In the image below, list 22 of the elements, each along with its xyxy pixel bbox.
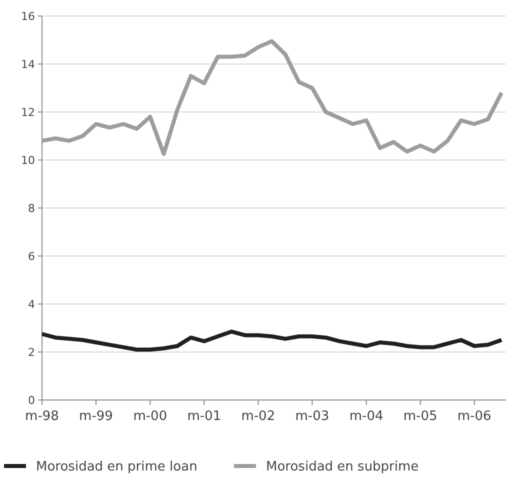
legend-label: Morosidad en prime loan — [36, 460, 198, 475]
y-tick-label: 16 — [21, 10, 35, 23]
y-tick-label: 2 — [28, 346, 35, 359]
y-tick-label: 8 — [28, 202, 35, 215]
x-tick-label: m-03 — [295, 409, 330, 424]
x-tick-label: m-06 — [457, 409, 492, 424]
y-tick-label: 6 — [28, 250, 35, 263]
x-tick-label: m-01 — [187, 409, 222, 424]
x-tick-label: m-00 — [133, 409, 168, 424]
x-tick-label: m-05 — [403, 409, 438, 424]
legend-label: Morosidad en subprime — [266, 460, 419, 475]
x-tick-label: m-04 — [349, 409, 384, 424]
x-tick-label: m-99 — [79, 409, 113, 424]
x-tick-label: m-02 — [241, 409, 276, 424]
y-tick-label: 10 — [21, 154, 35, 167]
line-series — [40, 39, 504, 156]
y-tick-label: 0 — [28, 394, 35, 407]
y-tick-label: 14 — [21, 58, 35, 71]
y-tick-label: 12 — [21, 106, 35, 119]
y-tick-label: 4 — [28, 298, 35, 311]
line-series — [40, 330, 504, 352]
x-tick-label: m-98 — [25, 409, 59, 424]
